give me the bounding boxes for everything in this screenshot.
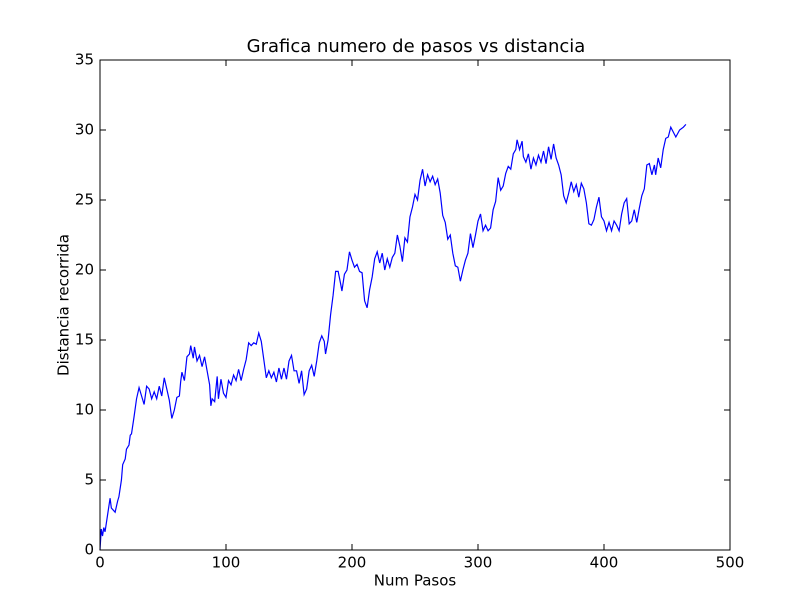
y-tick-label: 0 (84, 541, 94, 559)
x-tick-label: 100 (212, 554, 241, 572)
x-tick-label: 300 (464, 554, 493, 572)
y-tick-label: 10 (75, 401, 94, 419)
y-axis-label: Distancia recorrida (55, 234, 73, 376)
x-tick-label: 400 (590, 554, 619, 572)
x-tick-label: 500 (716, 554, 745, 572)
line-series (99, 123, 687, 551)
y-tick-label: 35 (75, 51, 94, 69)
x-tick-label: 200 (338, 554, 367, 572)
y-tick-label: 30 (75, 121, 94, 139)
y-tick-label: 15 (75, 331, 94, 349)
y-tick-label: 25 (75, 191, 94, 209)
y-tick-label: 5 (84, 471, 94, 489)
y-tick-label: 20 (75, 261, 94, 279)
plot-frame (99, 59, 731, 551)
x-axis-label: Num Pasos (374, 572, 457, 590)
chart-title: Grafica numero de pasos vs distancia (247, 36, 586, 57)
x-tick-label: 0 (95, 554, 105, 572)
